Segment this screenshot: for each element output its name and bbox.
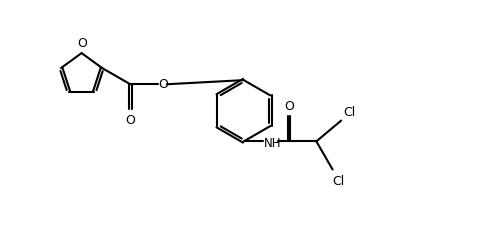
Text: Cl: Cl — [343, 106, 355, 119]
Text: O: O — [77, 37, 87, 50]
Text: Cl: Cl — [333, 174, 345, 187]
Text: O: O — [158, 78, 168, 91]
Text: O: O — [125, 114, 135, 126]
Text: O: O — [284, 100, 294, 113]
Text: NH: NH — [264, 137, 282, 150]
